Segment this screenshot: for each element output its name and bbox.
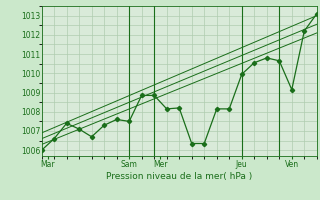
X-axis label: Pression niveau de la mer( hPa ): Pression niveau de la mer( hPa ) bbox=[106, 172, 252, 181]
